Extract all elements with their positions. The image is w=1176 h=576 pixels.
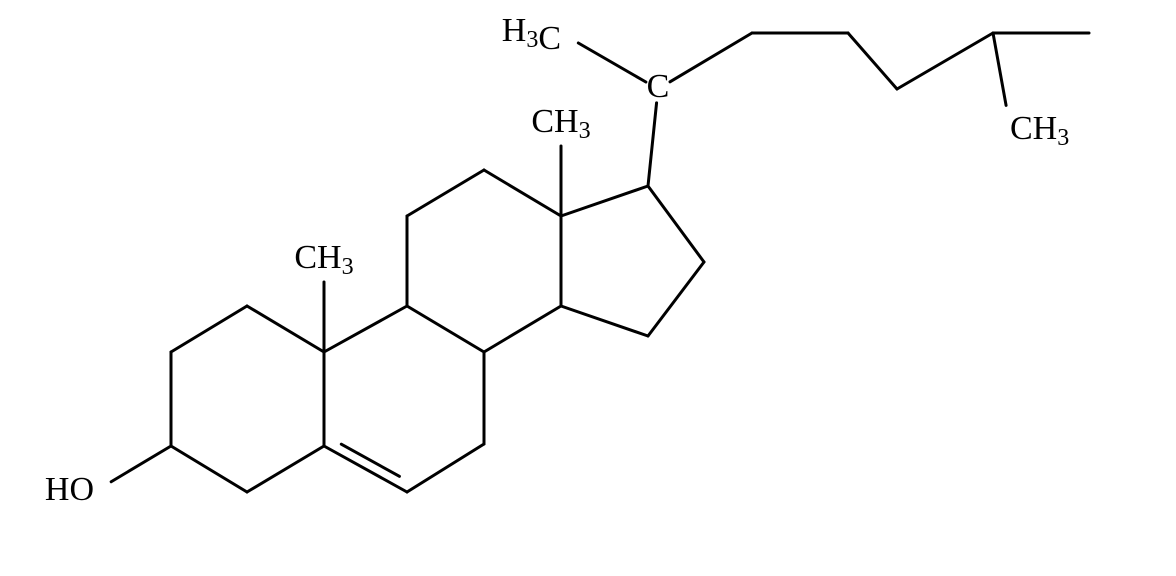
bond-line	[247, 306, 324, 352]
atom-label-C19: CH3	[294, 239, 353, 280]
bond-line	[407, 306, 484, 352]
bond-line	[111, 446, 171, 482]
bond-line	[648, 262, 704, 336]
bond-line	[324, 306, 407, 352]
bond-line	[848, 33, 897, 89]
atom-label-C21: H3C	[502, 12, 561, 57]
atom-label-C27: CH3	[1010, 110, 1069, 151]
bond-line	[171, 306, 247, 352]
labels-layer: CH3 CH3 C H3C CH3 HO	[45, 12, 1069, 508]
atom-label-C18: CH3	[531, 103, 590, 144]
bond-line	[578, 43, 646, 82]
bond-line	[993, 33, 1006, 105]
atom-label-O3: HO	[45, 471, 94, 508]
bond-line	[561, 186, 648, 216]
bond-line	[648, 103, 657, 186]
bond-line	[247, 446, 324, 492]
cholesterol-structure: CH3 CH3 C H3C CH3 HO	[0, 0, 1176, 576]
bond-line	[897, 33, 993, 89]
bonds-layer	[111, 33, 1089, 492]
bond-line	[171, 446, 247, 492]
atom-label-C20: C	[647, 68, 670, 105]
bond-line	[648, 186, 704, 262]
bond-line	[670, 33, 752, 82]
bond-line	[407, 444, 484, 492]
bond-line	[407, 170, 484, 216]
bond-line	[484, 170, 561, 216]
bond-line	[484, 306, 561, 352]
bond-line	[324, 446, 407, 492]
bond-line	[561, 306, 648, 336]
